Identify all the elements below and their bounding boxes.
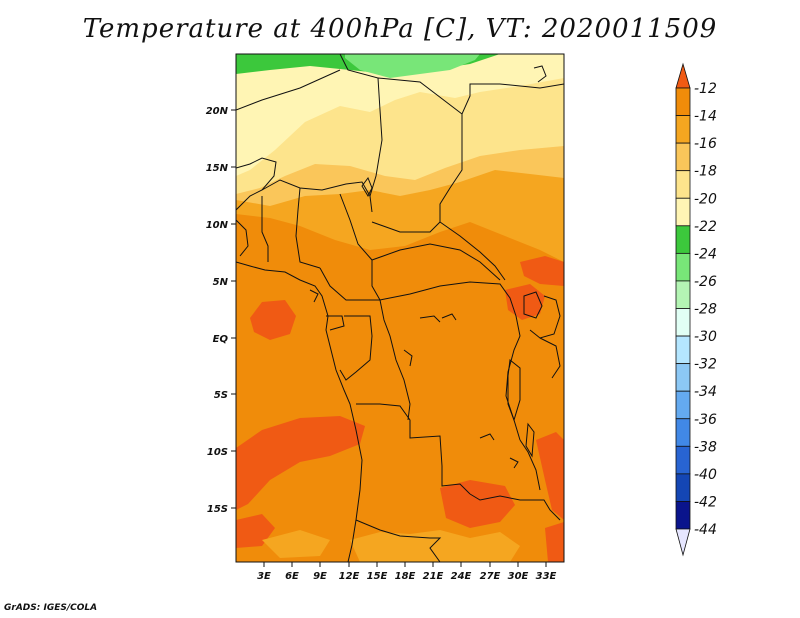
lat-tick-label: 20N	[206, 106, 229, 117]
colorbar-swatch	[676, 474, 690, 502]
lon-tick-label: 30E	[508, 571, 529, 582]
colorbar-swatch	[676, 143, 690, 171]
colorbar: -12 -14 -16 -18 -20 -22 -24 -26 -28 -30 -32 -34 -36 -…	[676, 64, 717, 555]
lat-tick-label: 5S	[214, 390, 228, 401]
colorbar-swatch	[676, 171, 690, 199]
lon-tick-label: 15E	[367, 571, 388, 582]
lon-tick-label: 24E	[451, 571, 472, 582]
colorbar-label: -38	[694, 439, 717, 455]
lat-tick-label: EQ	[213, 334, 229, 345]
colorbar-swatch	[676, 336, 690, 364]
lon-tick-label: 21E	[423, 571, 444, 582]
colorbar-swatch	[676, 446, 690, 474]
colorbar-label: -18	[694, 164, 717, 180]
lon-tick-label: 27E	[480, 571, 501, 582]
colorbar-label: -44	[694, 522, 717, 538]
colorbar-label: -34	[694, 384, 717, 400]
lat-tick-label: 15S	[207, 504, 228, 515]
colorbar-label: -32	[694, 357, 717, 373]
colorbar-swatch	[676, 501, 690, 529]
colorbar-swatch	[676, 419, 690, 447]
colorbar-label: -20	[694, 191, 717, 207]
colorbar-swatch	[676, 88, 690, 116]
colorbar-label: -26	[694, 274, 717, 290]
colorbar-label: -16	[694, 136, 717, 152]
colorbar-arrow-top	[676, 64, 690, 88]
colorbar-swatch	[676, 226, 690, 254]
lon-tick-label: 18E	[395, 571, 416, 582]
temperature-field	[236, 54, 564, 562]
colorbar-swatch	[676, 309, 690, 337]
colorbar-label: -22	[694, 219, 717, 235]
colorbar-label: -40	[694, 467, 717, 483]
patch-minus14-bottom	[545, 522, 564, 562]
colorbar-label: -14	[694, 109, 717, 125]
lat-axis: 20N 15N 10N 5N EQ 5S 10S 15S	[206, 106, 236, 515]
colorbar-arrow-bottom	[676, 529, 690, 555]
colorbar-swatch	[676, 281, 690, 309]
lat-tick-label: 10S	[207, 447, 228, 458]
patch-minus16-bottom	[350, 530, 520, 562]
lon-axis: 3E 6E 9E 12E 15E 18E 21E 24E 27E 30E 33E	[257, 562, 556, 582]
colorbar-label: -12	[694, 81, 717, 97]
colorbar-swatch	[676, 391, 690, 419]
colorbar-label: -24	[694, 246, 717, 262]
lat-tick-label: 5N	[213, 277, 229, 288]
colorbar-label: -28	[694, 302, 717, 318]
lon-tick-label: 3E	[257, 571, 271, 582]
lon-tick-label: 9E	[313, 571, 327, 582]
colorbar-label: -42	[694, 494, 717, 510]
colorbar-label: -36	[694, 412, 717, 428]
colorbar-swatch	[676, 364, 690, 392]
footer-credit: GrADS: IGES/COLA	[4, 603, 97, 613]
colorbar-label: -30	[694, 329, 717, 345]
colorbar-swatch	[676, 116, 690, 144]
colorbar-swatch	[676, 198, 690, 226]
lat-tick-label: 15N	[206, 163, 229, 174]
lon-tick-label: 33E	[536, 571, 557, 582]
lon-tick-label: 6E	[285, 571, 299, 582]
lat-tick-label: 10N	[206, 220, 229, 231]
lon-tick-label: 12E	[339, 571, 360, 582]
colorbar-swatch	[676, 253, 690, 281]
